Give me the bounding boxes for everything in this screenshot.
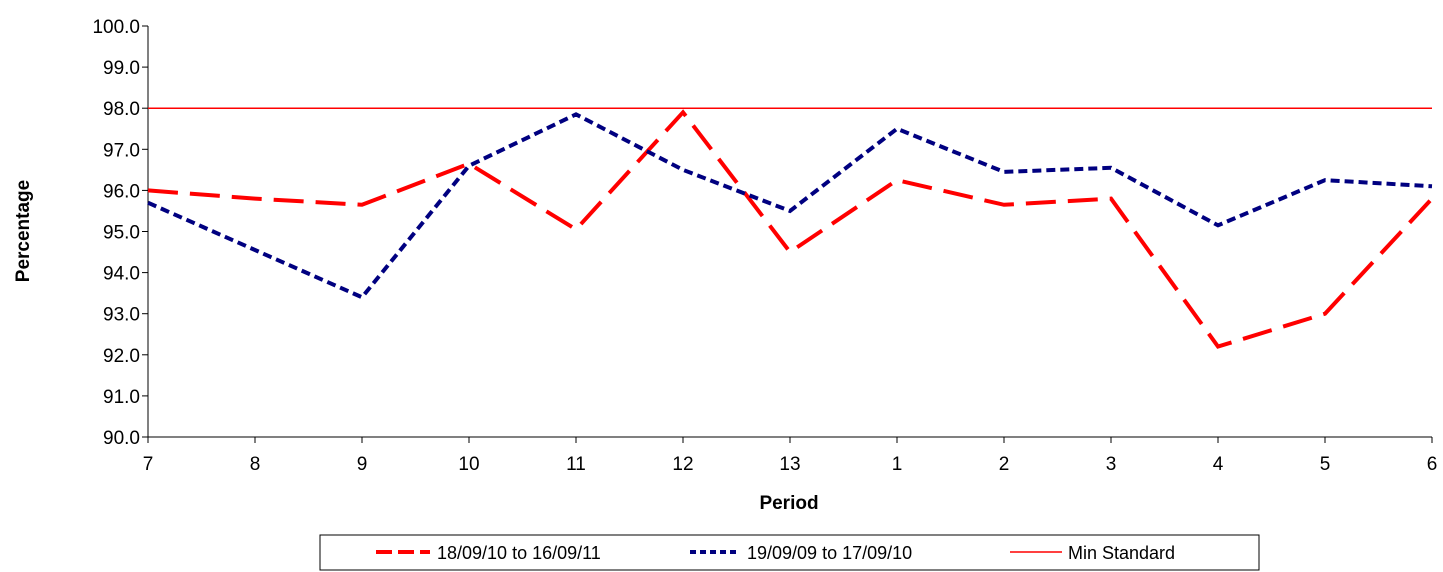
x-tick-label: 10 (458, 454, 479, 475)
y-tick-label: 96.0 (103, 181, 140, 202)
x-tick-label: 8 (250, 454, 261, 475)
series-line-2 (147, 112, 1433, 300)
series-line-1 (147, 109, 1434, 349)
y-tick-label: 91.0 (103, 387, 140, 408)
y-tick-label: 94.0 (103, 264, 140, 285)
legend-label-series-3: Min Standard (1068, 543, 1175, 563)
y-ticks: 90.0 91.0 92.0 93.0 94.0 95.0 96.0 97.0 98.0 99.0… (92, 17, 148, 449)
y-tick-label: 99.0 (103, 58, 140, 79)
y-tick-label: 97.0 (103, 140, 140, 161)
x-tick-label: 6 (1427, 454, 1438, 475)
x-tick-label: 4 (1213, 454, 1224, 475)
x-ticks: 7 8 9 10 11 12 13 1 2 3 4 5 6 (143, 437, 1438, 475)
y-tick-label: 98.0 (103, 99, 140, 120)
x-axis-title: Period (759, 493, 818, 514)
series-layer (147, 107, 1434, 349)
y-tick-label: 90.0 (103, 428, 140, 449)
y-tick-label: 92.0 (103, 346, 140, 367)
y-tick-label: 100.0 (92, 17, 140, 38)
y-axis-title: Percentage (13, 180, 34, 282)
legend-label-series-1: 18/09/10 to 16/09/11 (437, 543, 601, 563)
x-tick-label: 12 (672, 454, 693, 475)
y-tick-label: 95.0 (103, 223, 140, 244)
x-tick-label: 9 (357, 454, 368, 475)
legend-box (319, 534, 1260, 571)
plot-area: 90.0 91.0 92.0 93.0 94.0 95.0 96.0 97.0 98.0 99.0… (92, 17, 1437, 475)
legend: 18/09/10 to 16/09/11 19/09/09 to 17/09/1… (319, 534, 1260, 571)
legend-label-series-2: 19/09/09 to 17/09/10 (747, 543, 912, 563)
legend-item: 19/09/09 to 17/09/10 (690, 543, 912, 563)
legend-item: 18/09/10 to 16/09/11 (376, 543, 601, 563)
x-tick-label: 5 (1320, 454, 1331, 475)
x-tick-label: 7 (143, 454, 154, 475)
x-tick-label: 2 (999, 454, 1010, 475)
x-tick-label: 1 (892, 454, 903, 475)
x-tick-label: 13 (779, 454, 800, 475)
x-tick-label: 11 (566, 454, 586, 475)
y-tick-label: 93.0 (103, 305, 140, 326)
x-tick-label: 3 (1106, 454, 1117, 475)
legend-item: Min Standard (1010, 543, 1175, 563)
